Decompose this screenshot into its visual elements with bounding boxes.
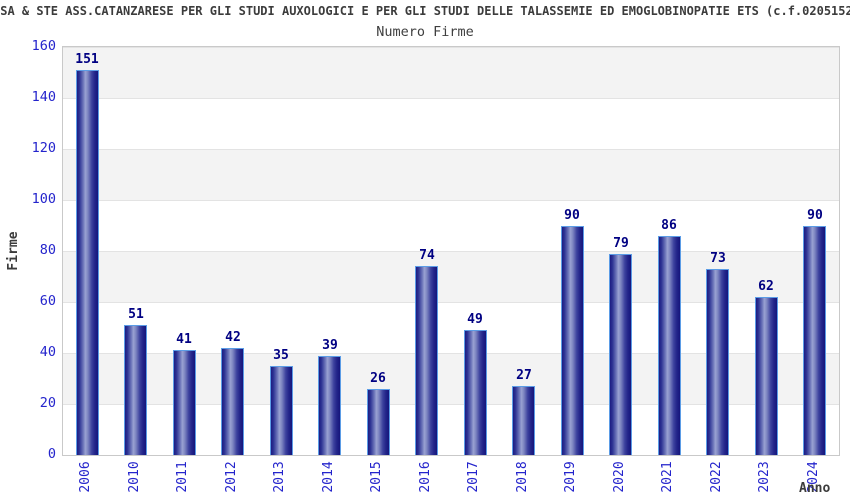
bar-value-label: 151 bbox=[75, 52, 99, 67]
bar bbox=[124, 325, 147, 455]
bar-value-label: 86 bbox=[661, 218, 677, 233]
x-tick-label: 2006 bbox=[78, 461, 93, 493]
chart-title: Numero Firme bbox=[376, 24, 474, 40]
x-tick-label: 2019 bbox=[563, 461, 578, 493]
bar-value-label: 27 bbox=[516, 368, 532, 383]
bar bbox=[803, 226, 826, 455]
bar-value-label: 41 bbox=[176, 332, 192, 347]
bar bbox=[221, 348, 244, 455]
bar-value-label: 35 bbox=[273, 348, 289, 363]
bar-value-label: 42 bbox=[225, 330, 241, 345]
bar-value-label: 90 bbox=[564, 208, 580, 223]
bar bbox=[367, 389, 390, 455]
bar-value-label: 73 bbox=[710, 251, 726, 266]
x-tick-label: 2021 bbox=[660, 461, 675, 493]
bar bbox=[561, 226, 584, 455]
bar-value-label: 26 bbox=[370, 371, 386, 386]
bar-value-label: 51 bbox=[128, 307, 144, 322]
bar bbox=[609, 254, 632, 455]
bar bbox=[76, 70, 99, 455]
x-tick-label: 2022 bbox=[709, 461, 724, 493]
bar-value-label: 49 bbox=[467, 312, 483, 327]
y-tick-label: 40 bbox=[39, 344, 56, 360]
bar-value-label: 90 bbox=[807, 208, 823, 223]
x-tick-label: 2011 bbox=[175, 461, 190, 493]
bar bbox=[318, 356, 341, 455]
bar-value-label: 62 bbox=[758, 279, 774, 294]
x-axis-title: Anno bbox=[799, 481, 831, 496]
bar bbox=[755, 297, 778, 455]
bar bbox=[415, 266, 438, 455]
x-tick-label: 2023 bbox=[757, 461, 772, 493]
bar bbox=[464, 330, 487, 455]
bar bbox=[706, 269, 729, 455]
x-tick-label: 2010 bbox=[127, 461, 142, 493]
y-tick-label: 160 bbox=[31, 38, 56, 54]
x-tick-label: 2016 bbox=[418, 461, 433, 493]
y-tick-label: 80 bbox=[39, 242, 56, 258]
y-tick-label: 140 bbox=[31, 89, 56, 105]
x-tick-label: 2020 bbox=[612, 461, 627, 493]
y-tick-label: 60 bbox=[39, 293, 56, 309]
bar-value-label: 74 bbox=[419, 248, 435, 263]
bar bbox=[173, 350, 196, 455]
x-tick-label: 2018 bbox=[515, 461, 530, 493]
bar bbox=[658, 236, 681, 455]
organization-title: CSA & STE ASS.CATANZARESE PER GLI STUDI … bbox=[0, 4, 850, 18]
x-tick-label: 2015 bbox=[369, 461, 384, 493]
bar bbox=[512, 386, 535, 455]
bar-value-label: 39 bbox=[322, 338, 338, 353]
bar bbox=[270, 366, 293, 455]
y-tick-label: 0 bbox=[47, 446, 56, 462]
x-tick-label: 2017 bbox=[466, 461, 481, 493]
x-tick-label: 2013 bbox=[272, 461, 287, 493]
y-tick-label: 100 bbox=[31, 191, 56, 207]
x-tick-label: 2012 bbox=[224, 461, 239, 493]
bar-value-label: 79 bbox=[613, 236, 629, 251]
y-tick-label: 20 bbox=[39, 395, 56, 411]
x-tick-label: 2014 bbox=[321, 461, 336, 493]
plot-area: 151 51 41 42 35 39 26 74 49 27 90 79 86 73 62 90 bbox=[62, 46, 840, 456]
y-tick-label: 120 bbox=[31, 140, 56, 156]
